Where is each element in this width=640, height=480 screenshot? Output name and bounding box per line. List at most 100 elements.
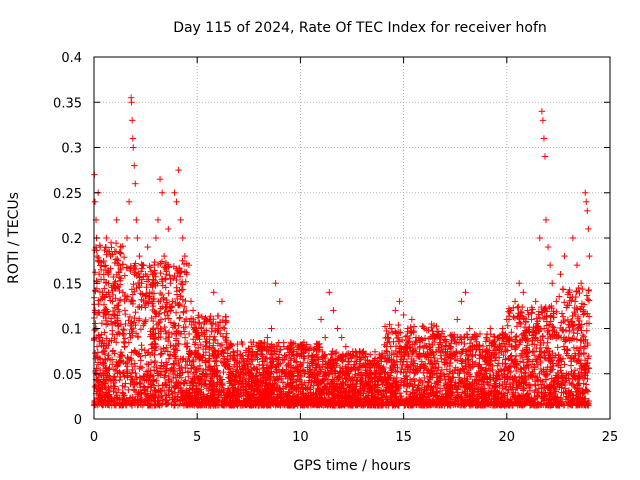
data-point bbox=[454, 316, 461, 323]
data-point bbox=[499, 325, 506, 332]
data-point bbox=[264, 334, 271, 341]
data-point bbox=[169, 298, 176, 305]
data-point-cloud bbox=[131, 314, 138, 322]
data-point bbox=[154, 216, 162, 224]
data-point-cloud bbox=[101, 329, 108, 336]
data-point bbox=[538, 108, 546, 115]
data-point-cloud bbox=[529, 306, 536, 313]
data-point bbox=[541, 153, 549, 160]
data-point bbox=[189, 307, 197, 314]
data-point bbox=[549, 280, 556, 287]
data-point bbox=[130, 144, 137, 151]
data-point bbox=[136, 252, 143, 260]
data-point bbox=[326, 289, 333, 296]
data-point bbox=[582, 189, 589, 196]
data-point bbox=[569, 234, 577, 242]
data-point-cloud bbox=[97, 296, 105, 303]
data-point bbox=[342, 343, 350, 350]
data-point bbox=[123, 234, 131, 242]
data-point bbox=[276, 298, 283, 305]
data-point bbox=[584, 207, 591, 215]
data-point bbox=[557, 271, 564, 278]
data-point bbox=[133, 216, 140, 224]
data-point-cloud bbox=[146, 262, 153, 270]
data-point bbox=[487, 325, 494, 332]
data-point bbox=[218, 298, 226, 305]
data-point-cloud bbox=[579, 285, 586, 293]
data-point bbox=[416, 343, 424, 350]
data-point-cloud bbox=[554, 344, 561, 351]
data-point bbox=[400, 311, 407, 319]
data-point-cloud bbox=[157, 269, 164, 277]
data-point bbox=[392, 307, 399, 314]
data-point bbox=[520, 289, 527, 296]
data-point bbox=[134, 234, 141, 242]
data-point-cloud bbox=[555, 293, 563, 300]
data-point bbox=[255, 361, 263, 368]
data-point bbox=[160, 252, 168, 260]
data-point-cloud bbox=[412, 337, 419, 345]
data-point bbox=[165, 225, 172, 233]
data-point bbox=[396, 298, 403, 305]
data-point bbox=[119, 289, 127, 296]
data-point bbox=[586, 252, 593, 260]
data-point bbox=[171, 189, 178, 196]
data-point bbox=[540, 135, 548, 142]
data-point bbox=[144, 243, 151, 251]
data-point bbox=[131, 162, 138, 169]
data-point bbox=[546, 261, 554, 269]
data-point bbox=[515, 280, 523, 287]
data-point-cloud bbox=[110, 273, 117, 281]
data-point bbox=[268, 325, 275, 332]
data-point-cloud bbox=[132, 369, 139, 377]
data-point-cloud bbox=[155, 319, 162, 327]
data-point bbox=[128, 117, 136, 124]
data-point-cloud bbox=[116, 287, 123, 295]
data-point-cloud bbox=[383, 327, 390, 335]
data-point bbox=[152, 234, 160, 242]
data-point-cloud bbox=[91, 349, 99, 357]
data-point-cloud bbox=[513, 323, 521, 330]
data-point-cloud bbox=[180, 324, 187, 331]
data-point-cloud bbox=[95, 258, 102, 266]
data-point-cloud bbox=[353, 358, 360, 365]
data-point bbox=[179, 234, 186, 242]
data-point-cloud bbox=[176, 314, 184, 321]
data-point bbox=[125, 198, 133, 205]
data-point-cloud bbox=[504, 322, 511, 329]
data-point bbox=[247, 361, 255, 368]
data-point bbox=[561, 252, 568, 260]
data-point-cloud bbox=[153, 321, 161, 329]
data-point bbox=[585, 225, 592, 233]
data-point-cloud bbox=[395, 321, 402, 329]
data-point-cloud bbox=[561, 299, 568, 306]
data-point-cloud bbox=[524, 361, 531, 369]
data-point bbox=[181, 252, 189, 260]
data-point-cloud bbox=[558, 310, 566, 317]
data-point bbox=[466, 325, 473, 332]
data-point bbox=[524, 307, 531, 314]
data-points-layer bbox=[90, 94, 593, 409]
data-point bbox=[388, 325, 395, 332]
data-point-cloud bbox=[173, 276, 180, 284]
data-point bbox=[210, 289, 217, 296]
data-point-cloud bbox=[550, 324, 557, 331]
data-point bbox=[462, 289, 469, 296]
data-point bbox=[334, 325, 341, 332]
data-point-cloud bbox=[163, 344, 170, 351]
data-point bbox=[175, 166, 182, 174]
data-point bbox=[408, 316, 416, 323]
data-point-cloud bbox=[367, 351, 374, 358]
data-point-cloud bbox=[112, 239, 120, 247]
data-point bbox=[187, 298, 195, 305]
data-point bbox=[284, 361, 292, 368]
data-point-cloud bbox=[217, 358, 225, 365]
data-point bbox=[321, 334, 329, 341]
data-point bbox=[156, 175, 164, 183]
data-point-cloud bbox=[371, 348, 379, 355]
data-point bbox=[103, 234, 110, 242]
data-point bbox=[173, 198, 180, 205]
data-point bbox=[577, 280, 585, 287]
data-point bbox=[536, 234, 544, 242]
